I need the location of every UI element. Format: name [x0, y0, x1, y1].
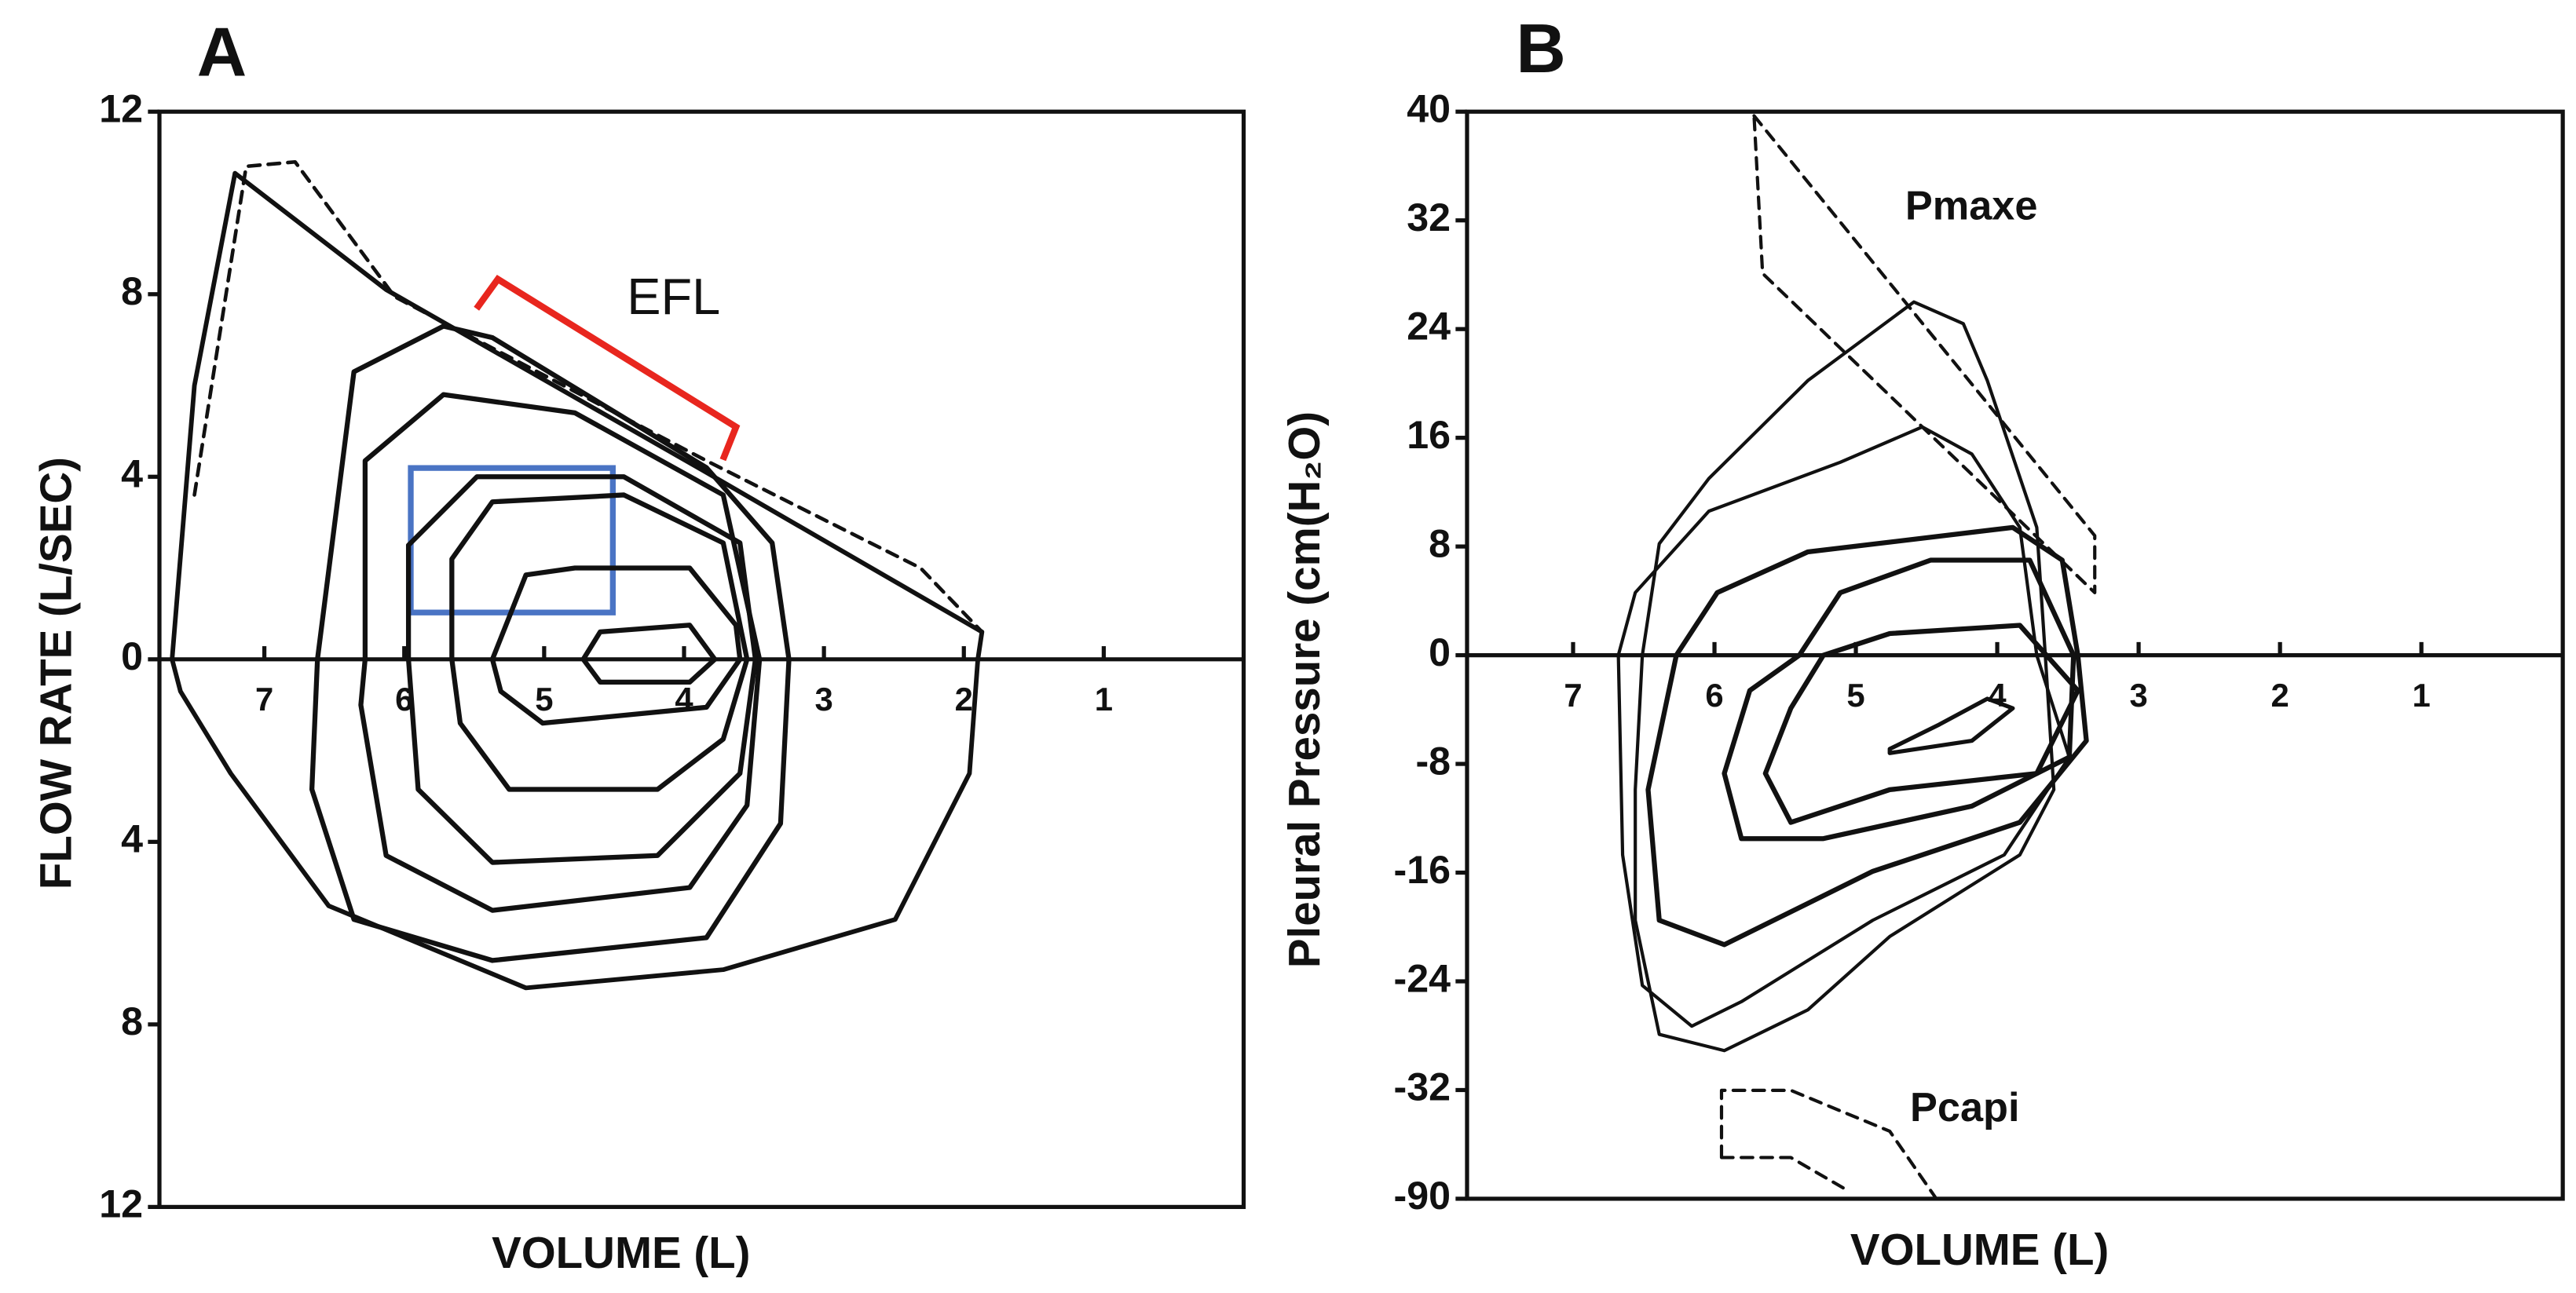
y-tick-label: -24 [1394, 956, 1451, 1000]
y-tick-label: -16 [1394, 848, 1451, 892]
x-tick-label: 3 [814, 681, 832, 718]
y-axis-label: FLOW RATE (L/SEC) [31, 457, 80, 889]
y-tick-label: 24 [1407, 304, 1451, 348]
y-tick-label: 12 [99, 87, 143, 131]
y-tick-label: 32 [1407, 195, 1451, 239]
loop-curve [1634, 300, 2056, 1053]
loop-curve [1645, 524, 2089, 948]
x-axis-label: VOLUME (L) [1850, 1225, 2109, 1274]
y-tick-label: 8 [1429, 521, 1451, 565]
y-tick-label: 12 [99, 1182, 143, 1226]
y-tick-label: 8 [121, 269, 143, 313]
loop-curve [358, 392, 763, 913]
y-tick-label: 16 [1407, 413, 1451, 457]
loop-curve [489, 565, 743, 726]
x-tick-label: 7 [255, 681, 273, 718]
y-tick-label: 4 [121, 817, 143, 861]
loop-curve [1722, 557, 2077, 842]
y-axis-label: Pleural Pressure (cm(H₂O) [1279, 411, 1329, 968]
loop-curve [405, 474, 759, 865]
loop-curve [1762, 623, 2080, 825]
y-tick-label: -32 [1394, 1065, 1451, 1109]
x-axis-label: VOLUME (L) [492, 1228, 750, 1277]
y-tick-label: 0 [121, 634, 143, 678]
annotation: EFL [627, 268, 720, 325]
loop-curve [1719, 1088, 1937, 1199]
y-tick-label: -90 [1394, 1174, 1451, 1218]
x-tick-label: 1 [1095, 681, 1113, 718]
y-tick-label: 8 [121, 999, 143, 1043]
efl-bracket [474, 274, 741, 462]
x-tick-label: 1 [2413, 677, 2431, 714]
loop-curve [449, 492, 750, 792]
loop-curve [1616, 425, 2071, 1028]
annotation: Pmaxe [1905, 183, 2038, 228]
y-tick-label: 0 [1429, 630, 1451, 674]
x-tick-label: 7 [1564, 677, 1582, 714]
x-tick-label: 5 [535, 681, 553, 718]
y-tick-label: -8 [1415, 739, 1451, 783]
loop-curve [1752, 114, 2097, 594]
loop-curve [580, 623, 718, 685]
x-tick-label: 3 [2129, 677, 2147, 714]
panel-label: A [197, 13, 247, 90]
y-tick-label: 4 [121, 452, 143, 496]
x-tick-label: 6 [1705, 677, 1723, 714]
x-tick-label: 2 [2270, 677, 2289, 714]
loop-curve [170, 170, 985, 991]
loop-curve [1887, 696, 2015, 755]
panel-label: B [1516, 9, 1565, 87]
annotation: Pcapi [1910, 1085, 2020, 1130]
y-tick-label: 40 [1407, 87, 1451, 131]
x-tick-label: 4 [1988, 677, 2007, 714]
loop-curve [309, 323, 792, 963]
x-tick-label: 2 [955, 681, 973, 718]
highlight-box [408, 465, 616, 615]
x-tick-label: 5 [1846, 677, 1864, 714]
